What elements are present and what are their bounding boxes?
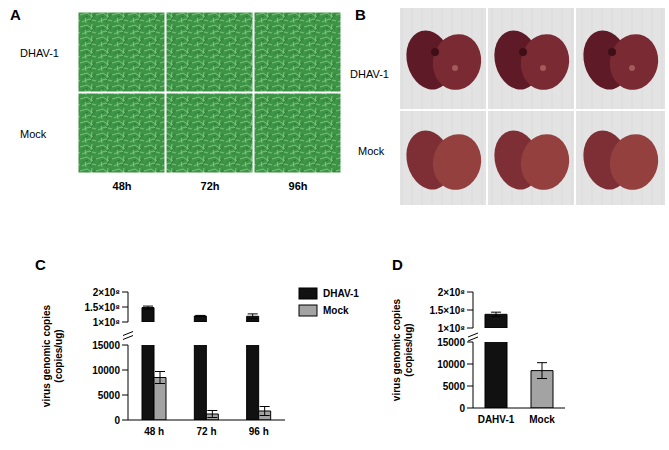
- svg-text:DHAV-1: DHAV-1: [323, 288, 359, 299]
- svg-text:A: A: [10, 6, 21, 23]
- svg-text:48 h: 48 h: [144, 426, 164, 437]
- svg-text:10000: 10000: [92, 365, 120, 376]
- svg-text:Mock: Mock: [529, 414, 555, 425]
- svg-text:2×10⁸: 2×10⁸: [438, 287, 466, 298]
- svg-text:72h: 72h: [201, 180, 220, 192]
- svg-text:C: C: [35, 256, 46, 273]
- svg-text:2×10⁸: 2×10⁸: [93, 287, 121, 298]
- svg-text:15000: 15000: [437, 337, 465, 348]
- svg-text:Mock: Mock: [20, 128, 47, 140]
- svg-text:5000: 5000: [98, 390, 121, 401]
- svg-text:DHAV-1: DHAV-1: [350, 68, 389, 80]
- svg-text:96 h: 96 h: [249, 426, 269, 437]
- svg-text:B: B: [355, 6, 366, 23]
- svg-text:1.5×10⁸: 1.5×10⁸: [84, 302, 120, 313]
- svg-text:0: 0: [459, 403, 465, 414]
- svg-text:DHAV-1: DHAV-1: [20, 47, 59, 59]
- svg-text:72 h: 72 h: [196, 426, 216, 437]
- svg-text:Mock: Mock: [323, 305, 349, 316]
- svg-text:0: 0: [114, 415, 120, 426]
- svg-text:1×10⁸: 1×10⁸: [93, 317, 121, 328]
- svg-text:10000: 10000: [437, 359, 465, 370]
- svg-text:Mock: Mock: [358, 145, 385, 157]
- svg-text:15000: 15000: [92, 340, 120, 351]
- svg-text:1.5×10⁸: 1.5×10⁸: [429, 305, 465, 316]
- svg-text:virus genomic copies(copies/ug: virus genomic copies(copies/ug): [391, 298, 414, 401]
- svg-text:5000: 5000: [443, 381, 466, 392]
- svg-text:1×10⁸: 1×10⁸: [438, 323, 466, 334]
- svg-text:48h: 48h: [113, 180, 132, 192]
- svg-text:D: D: [392, 256, 403, 273]
- svg-text:DAHV-1: DAHV-1: [478, 414, 515, 425]
- svg-text:virus genomic copies(copies/ug: virus genomic copies(copies/ug): [41, 304, 64, 407]
- svg-text:96h: 96h: [289, 180, 308, 192]
